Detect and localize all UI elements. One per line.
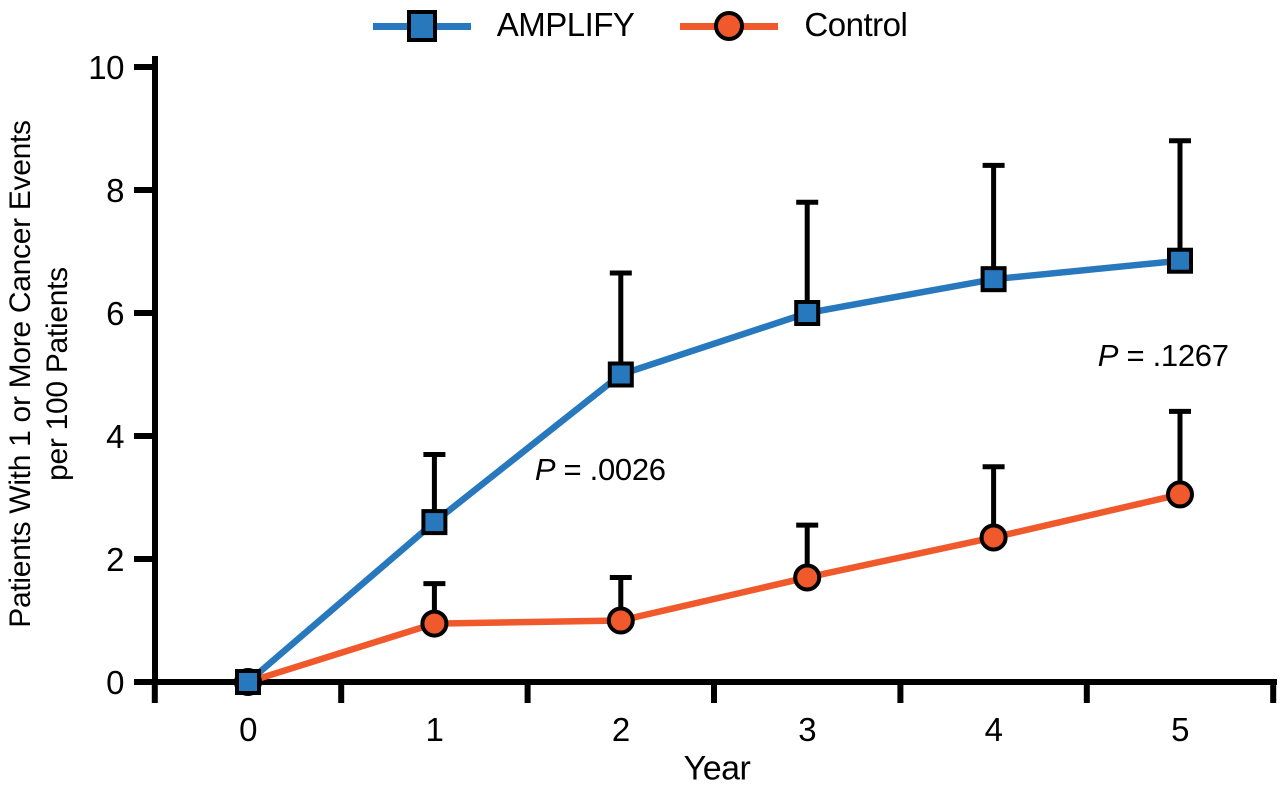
data-point-marker-amplify-year-1	[421, 509, 448, 536]
y-tick-label: 10	[88, 49, 124, 86]
y-tick-label: 0	[106, 664, 124, 701]
legend-label-amplify: AMPLIFY	[496, 5, 635, 43]
x-tick-label: 5	[1171, 711, 1189, 748]
data-point-marker-amplify-year-3	[794, 300, 821, 326]
legend-item-amplify: AMPLIFY	[372, 5, 635, 45]
y-tick-label: 2	[106, 541, 124, 578]
data-point-marker-control-year-1	[420, 609, 449, 638]
x-tick-label: 0	[239, 711, 257, 748]
legend: AMPLIFY Control	[0, 4, 1280, 48]
y-axis-title-line-2: per 100 Patients	[41, 267, 74, 481]
y-tick-label: 8	[106, 172, 124, 209]
y-axis-title-line-1: Patients With 1 or More Cancer Events	[4, 120, 37, 628]
x-tick-label: 3	[798, 711, 816, 748]
data-point-marker-amplify-year-5	[1167, 247, 1193, 274]
data-point-marker-control-year-3	[793, 563, 822, 592]
data-point-marker-amplify-year-4	[980, 266, 1007, 293]
data-point-marker-control-year-2	[606, 606, 635, 635]
series-line-control	[247, 491, 1181, 686]
legend-label-control: Control	[804, 5, 908, 43]
x-axis-title: Year	[683, 749, 751, 788]
p-value-annotation: P = .1267	[1098, 338, 1229, 373]
legend-item-control: Control	[680, 5, 908, 45]
data-point-marker-control-year-4	[979, 523, 1008, 552]
x-tick-label: 2	[612, 711, 630, 748]
legend-square-marker-icon	[372, 8, 471, 44]
x-tick-label: 1	[425, 711, 443, 748]
p-value-annotation: P = .0026	[535, 452, 666, 487]
series-line-amplify	[245, 257, 1181, 685]
legend-circle-marker-icon	[680, 8, 779, 44]
y-tick-label: 4	[106, 418, 124, 455]
data-point-marker-amplify-year-0	[235, 669, 261, 695]
data-point-marker-control-year-5	[1166, 480, 1194, 509]
y-tick-label: 6	[106, 295, 124, 332]
x-tick-label: 4	[985, 711, 1003, 748]
data-point-marker-amplify-year-2	[607, 361, 634, 388]
